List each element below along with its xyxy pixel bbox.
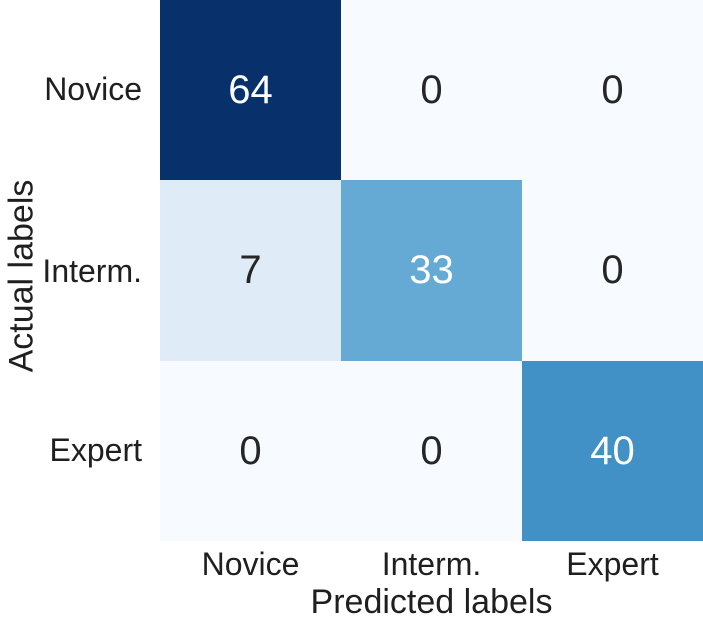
heatmap-cell-interm-expert: 0 (522, 180, 703, 361)
x-tick-interm: Interm. (381, 546, 482, 582)
y-tick-novice: Novice (44, 71, 142, 107)
heatmap-cell-novice-interm: 0 (341, 0, 522, 181)
heatmap-cell-interm-novice: 7 (160, 180, 341, 361)
y-tick-interm: Interm. (42, 253, 142, 289)
y-tick-expert: Expert (49, 432, 142, 468)
heatmap-cell-expert-interm: 0 (341, 360, 522, 541)
x-tick-novice: Novice (201, 546, 300, 582)
x-tick-expert: Expert (566, 546, 659, 582)
heatmap-cell-novice-novice: 64 (160, 0, 341, 181)
heatmap-cell-expert-expert: 40 (522, 360, 703, 541)
heatmap-cell-novice-expert: 0 (522, 0, 703, 181)
x-axis-label: Predicted labels (310, 583, 553, 621)
heatmap-cell-interm-interm: 33 (341, 180, 522, 361)
heatmap-cell-expert-novice: 0 (160, 360, 341, 541)
heatmap-grid: 64 0 0 7 33 0 0 0 40 (160, 0, 703, 541)
